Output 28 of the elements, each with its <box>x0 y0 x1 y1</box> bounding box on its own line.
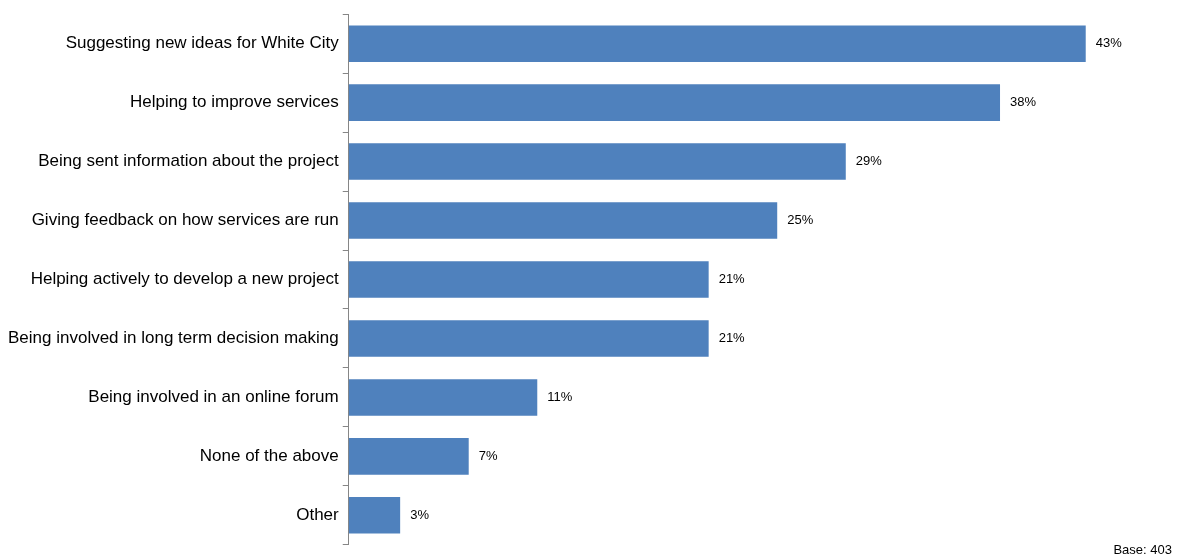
bar <box>348 202 778 239</box>
bar <box>348 84 1001 121</box>
y-tick-label: Suggesting new ideas for White City <box>65 33 340 53</box>
y-tick-label: Helping to improve services <box>129 92 339 112</box>
data-label: 7% <box>478 447 498 463</box>
bar <box>348 261 709 298</box>
data-label: 21% <box>718 330 746 346</box>
bar <box>348 438 469 475</box>
y-tick-label: Being involved in an online forum <box>88 387 339 407</box>
data-label: 38% <box>1010 94 1037 110</box>
bar <box>348 143 846 180</box>
y-tick-label: Being sent information about the project <box>38 151 339 171</box>
data-label: 43% <box>1095 35 1123 51</box>
y-tick-label: Helping actively to develop a new project <box>30 269 339 289</box>
text: Base: 403 <box>1113 542 1172 558</box>
y-tick-label: Other <box>296 505 340 525</box>
data-label: 21% <box>718 271 746 287</box>
bar <box>348 320 709 357</box>
bar <box>348 497 401 534</box>
bar <box>348 379 538 416</box>
data-label: 29% <box>855 153 883 169</box>
data-label: 11% <box>547 388 573 404</box>
data-label: 25% <box>787 212 814 228</box>
bar <box>348 25 1086 62</box>
data-label: 3% <box>410 506 430 522</box>
y-tick-label: None of the above <box>199 446 339 466</box>
y-tick-label: Giving feedback on how services are run <box>31 210 339 230</box>
y-tick-label: Being involved in long term decision making <box>7 328 339 348</box>
